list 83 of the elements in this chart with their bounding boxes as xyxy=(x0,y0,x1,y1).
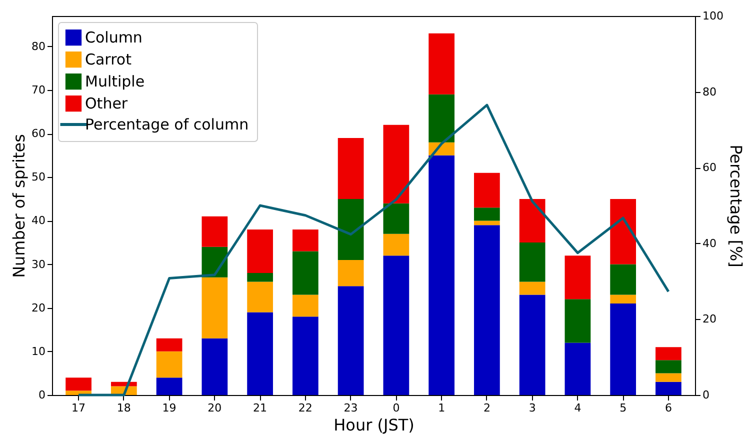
y-tick-label: 80 xyxy=(32,40,46,53)
y2-tick-label: 20 xyxy=(702,312,716,326)
bar xyxy=(156,351,182,378)
y2-axis-title: Percentage [%] xyxy=(726,144,746,268)
bar xyxy=(564,299,591,343)
bar xyxy=(519,198,546,243)
bar xyxy=(383,203,410,234)
legend-label: Percentage of column xyxy=(85,116,249,134)
bar xyxy=(247,282,273,312)
bar xyxy=(474,225,500,395)
y-tick-label: 60 xyxy=(32,127,46,140)
x-tick-label: 20 xyxy=(208,402,222,414)
bar xyxy=(156,378,182,395)
y-axis-title: Number of sprites xyxy=(10,134,29,278)
bar xyxy=(519,242,546,282)
bar xyxy=(338,286,364,395)
x-tick-label: 6 xyxy=(664,402,672,414)
x-tick-label: 2 xyxy=(483,402,490,414)
bar xyxy=(292,316,318,395)
y-tick-label: 70 xyxy=(32,84,46,97)
bar xyxy=(66,378,92,391)
legend-label: Carrot xyxy=(85,50,132,68)
x-tick-label: 3 xyxy=(528,402,536,414)
bar xyxy=(610,198,636,264)
x-tick-label: 21 xyxy=(253,402,268,414)
y-tick-label: 50 xyxy=(32,170,46,184)
bar xyxy=(202,338,228,395)
bar xyxy=(247,229,273,274)
bar xyxy=(656,347,682,360)
y-tick-label: 20 xyxy=(32,301,46,314)
bar xyxy=(156,338,182,352)
bar xyxy=(428,33,454,94)
y-tick-label: 10 xyxy=(32,344,46,358)
bar xyxy=(519,282,546,295)
y-tick-label: 0 xyxy=(38,388,46,402)
bar xyxy=(610,294,636,304)
bar xyxy=(383,234,410,256)
bar xyxy=(564,256,591,300)
legend-label: Other xyxy=(85,94,128,112)
bar xyxy=(428,94,454,142)
y-tick-label: 40 xyxy=(32,214,46,228)
bar xyxy=(383,124,410,204)
x-tick-label: 1 xyxy=(438,402,446,414)
x-tick-label: 17 xyxy=(72,402,86,414)
bar xyxy=(428,155,454,395)
bar xyxy=(338,260,364,286)
y-tick-label: 30 xyxy=(32,258,46,271)
y2-tick-label: 80 xyxy=(702,85,716,98)
bar xyxy=(474,220,500,226)
bar xyxy=(656,382,682,395)
x-axis-title: Hour (JST) xyxy=(334,416,414,434)
bar xyxy=(110,382,137,386)
x-tick-label: 4 xyxy=(574,402,582,414)
x-tick-label: 23 xyxy=(344,402,358,414)
legend-label: Multiple xyxy=(85,72,145,90)
bar xyxy=(474,172,500,208)
y2-tick-label: 0 xyxy=(702,388,710,402)
bar xyxy=(292,294,318,317)
x-tick-label: 19 xyxy=(162,402,176,414)
bar xyxy=(656,360,682,374)
bar xyxy=(564,342,591,395)
x-tick-label: 0 xyxy=(392,402,400,414)
bar xyxy=(202,216,228,247)
y2-tick-label: 100 xyxy=(702,10,724,22)
y2-tick-label: 40 xyxy=(702,236,716,250)
bar xyxy=(383,256,410,395)
bar xyxy=(338,198,364,260)
x-tick-label: 18 xyxy=(116,402,131,414)
bar xyxy=(474,208,500,221)
bar xyxy=(610,304,636,395)
bar xyxy=(247,312,273,395)
bar xyxy=(656,373,682,382)
bar xyxy=(338,138,364,199)
y2-tick-label: 60 xyxy=(702,161,716,174)
bar xyxy=(202,277,228,338)
bar xyxy=(519,294,546,395)
legend-label: Column xyxy=(85,28,142,46)
bar xyxy=(292,229,318,252)
bar xyxy=(292,251,318,295)
x-tick-label: 5 xyxy=(620,402,627,414)
bar xyxy=(610,264,636,295)
bar xyxy=(247,273,273,282)
x-tick-label: 22 xyxy=(298,402,312,414)
